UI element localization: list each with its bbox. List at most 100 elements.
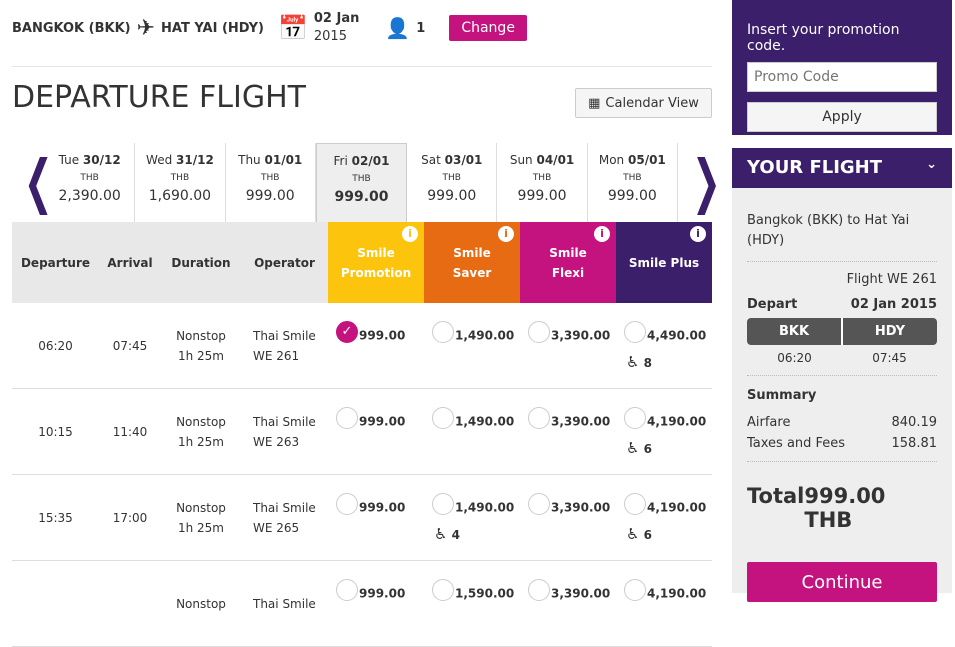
currency: THB xyxy=(80,173,99,183)
fare-radio[interactable] xyxy=(624,579,646,601)
fare-radio[interactable] xyxy=(528,321,550,343)
seat-icon: ♿ xyxy=(626,525,640,543)
departure-time xyxy=(12,561,99,646)
seat-icon: ♿ xyxy=(626,353,640,371)
fare-price: 3,390.00 xyxy=(551,586,611,601)
seats-left: 8 xyxy=(643,356,652,370)
day-price: 999.00 xyxy=(427,188,477,204)
fare-price: 1,490.00 xyxy=(455,414,515,429)
fare-option[interactable]: 999.00 xyxy=(328,561,424,646)
date-option[interactable]: Sat 03/01 THB 999.00 xyxy=(407,143,498,222)
to-code: HDY xyxy=(841,318,937,345)
fare-radio[interactable] xyxy=(432,579,454,601)
duration: 1h 25m xyxy=(177,348,224,363)
flight-number: WE 263 xyxy=(253,434,300,449)
fare-radio[interactable] xyxy=(432,493,454,515)
date-option[interactable]: Thu 01/01 THB 999.00 xyxy=(226,143,316,222)
fare-option[interactable]: 1,490.00 xyxy=(424,389,520,474)
date-option[interactable]: Wed 31/12 THB 1,690.00 xyxy=(135,143,226,222)
fare-radio[interactable] xyxy=(336,407,358,429)
fare-radio[interactable] xyxy=(336,579,358,601)
calendar-icon: ▦ xyxy=(588,95,601,111)
promo-code-input[interactable] xyxy=(747,62,937,92)
fare-price: 3,390.00 xyxy=(551,328,611,343)
fare-option[interactable]: 3,390.00 xyxy=(520,561,616,646)
fare-option[interactable]: 1,490.00 xyxy=(424,303,520,388)
arr-time: 07:45 xyxy=(872,351,907,365)
fare-radio[interactable] xyxy=(336,493,358,515)
fare-radio[interactable] xyxy=(624,321,646,343)
apply-button[interactable]: Apply xyxy=(747,102,937,132)
fare-header: i Smile Plus xyxy=(616,222,712,303)
your-flight-header[interactable]: YOUR FLIGHT ⌄ xyxy=(732,148,952,188)
fare-option[interactable]: 3,390.00 xyxy=(520,389,616,474)
fare-radio[interactable] xyxy=(432,321,454,343)
seats-left: 6 xyxy=(643,442,652,456)
fare-price: 4,190.00 xyxy=(647,586,707,601)
search-summary: BANGKOK (BKK) ✈ HAT YAI (HDY) 📅 02 Jan 20… xyxy=(12,8,527,48)
flight-summary: Bangkok (BKK) to Hat Yai (HDY) Flight WE… xyxy=(732,188,952,602)
fare-option[interactable]: 4,190.00 ♿ 6 xyxy=(616,475,712,560)
prev-dates-arrow[interactable]: ❮ xyxy=(23,147,53,215)
day-price: 999.00 xyxy=(334,189,389,205)
info-icon[interactable]: i xyxy=(594,226,610,242)
total-label: Total xyxy=(747,484,805,508)
fare-radio[interactable] xyxy=(624,493,646,515)
fare-option[interactable]: 1,590.00 xyxy=(424,561,520,646)
fare-header: i Smile Promotion xyxy=(328,222,424,303)
dep-time: 06:20 xyxy=(777,351,812,365)
fare-radio[interactable] xyxy=(528,493,550,515)
col-arrival: Arrival xyxy=(99,222,161,303)
departure-time: 15:35 xyxy=(38,510,73,525)
next-dates-arrow[interactable]: ❯ xyxy=(691,147,721,215)
fare-price: 999.00 xyxy=(359,328,406,343)
fare-option[interactable]: 1,490.00 ♿ 4 xyxy=(424,475,520,560)
destination: HAT YAI (HDY) xyxy=(161,20,264,36)
operator: Thai Smile xyxy=(253,328,316,343)
fare-option[interactable]: 3,390.00 xyxy=(520,475,616,560)
fare-option[interactable]: 999.00 xyxy=(328,389,424,474)
stops: Nonstop xyxy=(176,414,226,429)
seat-icon: ♿ xyxy=(434,525,448,543)
calendar-view-button[interactable]: ▦ Calendar View xyxy=(575,88,712,118)
day-label: Wed 31/12 xyxy=(146,153,214,167)
date-option[interactable]: Tue 30/12 THB 2,390.00 xyxy=(45,143,136,222)
day-label: Sun 04/01 xyxy=(509,153,575,167)
day-price: 2,390.00 xyxy=(58,188,121,204)
flight-number: WE 261 xyxy=(253,348,300,363)
fare-option[interactable]: 4,190.00 ♿ 6 xyxy=(616,389,712,474)
fare-price: 4,190.00 xyxy=(647,414,707,429)
fare-option[interactable]: 4,190.00 xyxy=(616,561,712,646)
info-icon[interactable]: i xyxy=(690,226,706,242)
route-bar: BKK HDY xyxy=(747,318,937,345)
fare-price: 4,190.00 xyxy=(647,500,707,515)
depart-date: 02 Jan 2015 xyxy=(850,297,937,312)
passenger-count: 1 xyxy=(416,20,426,36)
table-header: Departure Arrival Duration Operator i Smi… xyxy=(12,222,712,303)
fare-radio[interactable] xyxy=(432,407,454,429)
fare-option[interactable]: 999.00 xyxy=(328,475,424,560)
continue-button[interactable]: Continue xyxy=(747,562,937,602)
fare-option[interactable]: 4,490.00 ♿ 8 xyxy=(616,303,712,388)
date: 02 Jan xyxy=(313,11,360,26)
info-icon[interactable]: i xyxy=(402,226,418,242)
fare-option[interactable]: ✓ 999.00 xyxy=(328,303,424,388)
day-label: Tue 30/12 xyxy=(58,153,121,167)
change-button[interactable]: Change xyxy=(449,15,527,41)
depart-label: Depart xyxy=(747,297,798,312)
info-icon[interactable]: i xyxy=(498,226,514,242)
currency: THB xyxy=(623,173,642,183)
fare-radio[interactable]: ✓ xyxy=(336,321,358,343)
date-option[interactable]: Mon 05/01 THB 999.00 xyxy=(588,143,678,222)
fare-radio[interactable] xyxy=(624,407,646,429)
fare-price: 999.00 xyxy=(359,500,406,515)
origin: BANGKOK (BKK) xyxy=(12,20,131,36)
fare-radio[interactable] xyxy=(528,407,550,429)
fare-radio[interactable] xyxy=(528,579,550,601)
from-code: BKK xyxy=(778,324,810,339)
fare-option[interactable]: 3,390.00 xyxy=(520,303,616,388)
operator: Thai Smile xyxy=(253,500,316,515)
date-option[interactable]: Sun 04/01 THB 999.00 xyxy=(497,143,588,222)
date-option[interactable]: Fri 02/01 THB 999.00 xyxy=(315,143,408,222)
person-icon: 👤 xyxy=(385,16,411,40)
